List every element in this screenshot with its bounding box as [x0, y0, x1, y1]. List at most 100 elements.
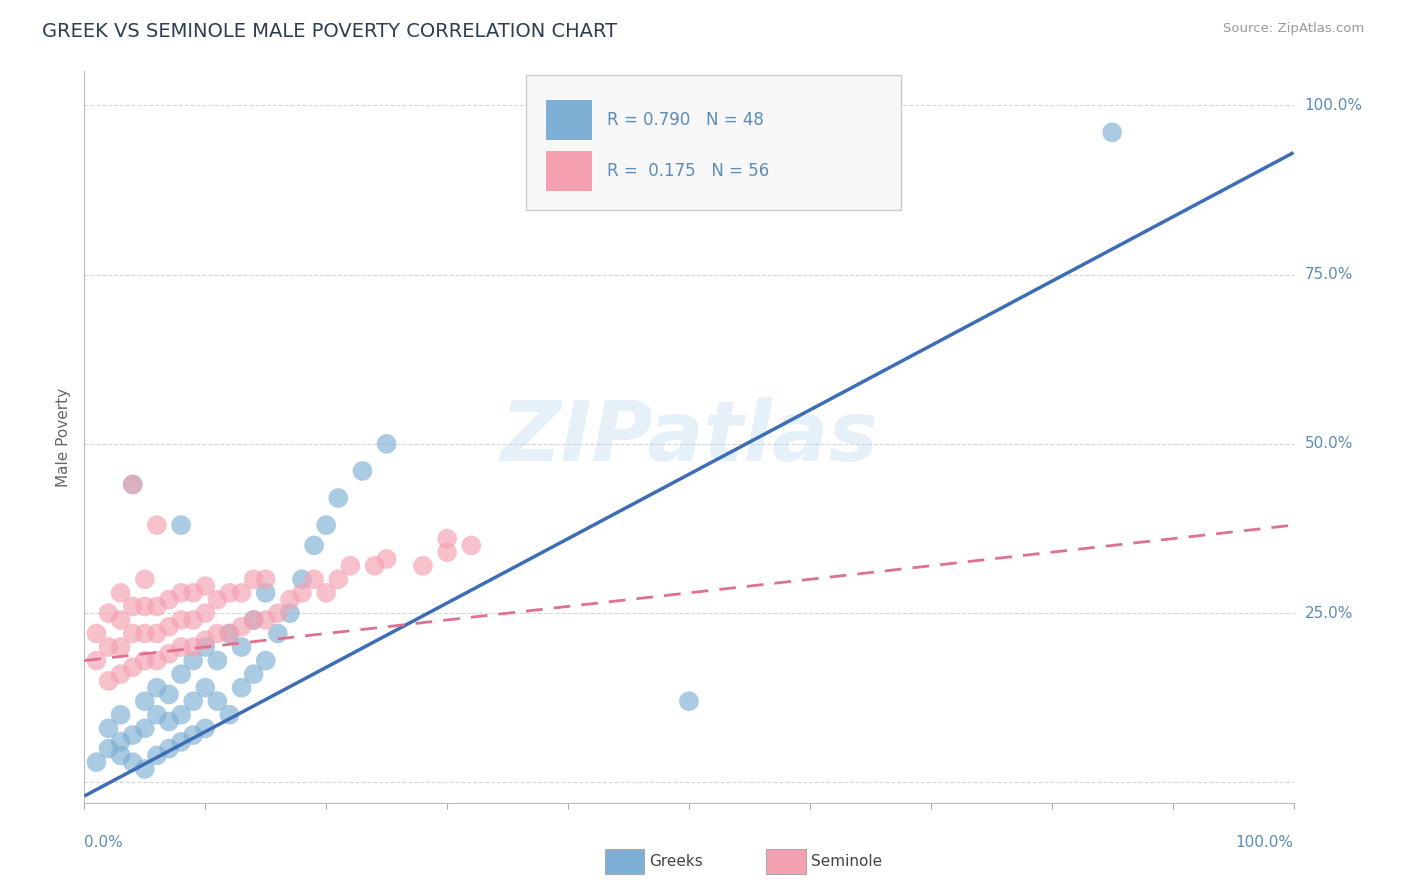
Point — [170, 613, 193, 627]
Point — [121, 728, 143, 742]
Point — [302, 572, 325, 586]
Point — [254, 586, 277, 600]
Point — [352, 464, 374, 478]
Point — [231, 620, 253, 634]
Point — [97, 741, 120, 756]
Point — [194, 606, 217, 620]
Point — [267, 626, 290, 640]
Point — [134, 626, 156, 640]
Point — [146, 707, 169, 722]
Text: 100.0%: 100.0% — [1236, 836, 1294, 850]
Point — [110, 640, 132, 654]
Point — [254, 572, 277, 586]
Point — [207, 694, 229, 708]
Point — [86, 654, 108, 668]
Point — [315, 518, 337, 533]
Point — [218, 626, 240, 640]
Point — [678, 694, 700, 708]
Point — [86, 755, 108, 769]
Bar — [547, 100, 592, 140]
Point — [375, 437, 398, 451]
Point — [134, 654, 156, 668]
Point — [291, 586, 314, 600]
Point — [242, 667, 264, 681]
Point — [328, 491, 350, 505]
Point — [146, 599, 169, 614]
Point — [121, 755, 143, 769]
Text: ZIPatlas: ZIPatlas — [501, 397, 877, 477]
Text: Source: ZipAtlas.com: Source: ZipAtlas.com — [1223, 22, 1364, 36]
Point — [86, 626, 108, 640]
Point — [121, 660, 143, 674]
Point — [242, 613, 264, 627]
Point — [157, 647, 180, 661]
Text: 25.0%: 25.0% — [1305, 606, 1353, 621]
Text: 75.0%: 75.0% — [1305, 267, 1353, 282]
Point — [181, 640, 204, 654]
Point — [181, 694, 204, 708]
Point — [170, 518, 193, 533]
Text: 100.0%: 100.0% — [1305, 98, 1362, 112]
Point — [339, 558, 361, 573]
Point — [194, 681, 217, 695]
Point — [170, 707, 193, 722]
Point — [121, 626, 143, 640]
Text: R =  0.175   N = 56: R = 0.175 N = 56 — [607, 161, 769, 180]
Text: Greeks: Greeks — [650, 855, 703, 869]
Point — [194, 633, 217, 648]
Point — [157, 714, 180, 729]
Point — [254, 613, 277, 627]
Point — [181, 586, 204, 600]
Point — [181, 654, 204, 668]
Point — [110, 667, 132, 681]
Point — [146, 626, 169, 640]
Point — [146, 518, 169, 533]
Point — [278, 592, 301, 607]
Point — [315, 586, 337, 600]
Point — [181, 728, 204, 742]
Point — [242, 613, 264, 627]
Point — [97, 606, 120, 620]
Point — [121, 477, 143, 491]
Point — [218, 586, 240, 600]
Point — [328, 572, 350, 586]
Text: Seminole: Seminole — [811, 855, 883, 869]
Point — [146, 748, 169, 763]
Point — [1101, 125, 1123, 139]
Point — [121, 477, 143, 491]
Point — [436, 532, 458, 546]
Point — [110, 613, 132, 627]
Point — [207, 592, 229, 607]
Point — [231, 586, 253, 600]
Point — [218, 707, 240, 722]
Point — [267, 606, 290, 620]
Point — [134, 572, 156, 586]
Point — [291, 572, 314, 586]
Point — [194, 721, 217, 735]
Point — [134, 762, 156, 776]
Text: GREEK VS SEMINOLE MALE POVERTY CORRELATION CHART: GREEK VS SEMINOLE MALE POVERTY CORRELATI… — [42, 22, 617, 41]
Point — [157, 688, 180, 702]
Point — [436, 545, 458, 559]
Point — [170, 640, 193, 654]
Point — [242, 572, 264, 586]
Point — [110, 748, 132, 763]
Text: 50.0%: 50.0% — [1305, 436, 1353, 451]
Point — [218, 626, 240, 640]
Point — [134, 721, 156, 735]
Point — [157, 620, 180, 634]
FancyBboxPatch shape — [526, 75, 901, 211]
Point — [181, 613, 204, 627]
Point — [110, 707, 132, 722]
Point — [412, 558, 434, 573]
Bar — [547, 151, 592, 191]
Point — [254, 654, 277, 668]
Point — [170, 735, 193, 749]
Point — [302, 538, 325, 552]
Point — [207, 654, 229, 668]
Text: 0.0%: 0.0% — [84, 836, 124, 850]
Point — [207, 626, 229, 640]
Point — [170, 667, 193, 681]
Point — [97, 640, 120, 654]
Point — [97, 721, 120, 735]
